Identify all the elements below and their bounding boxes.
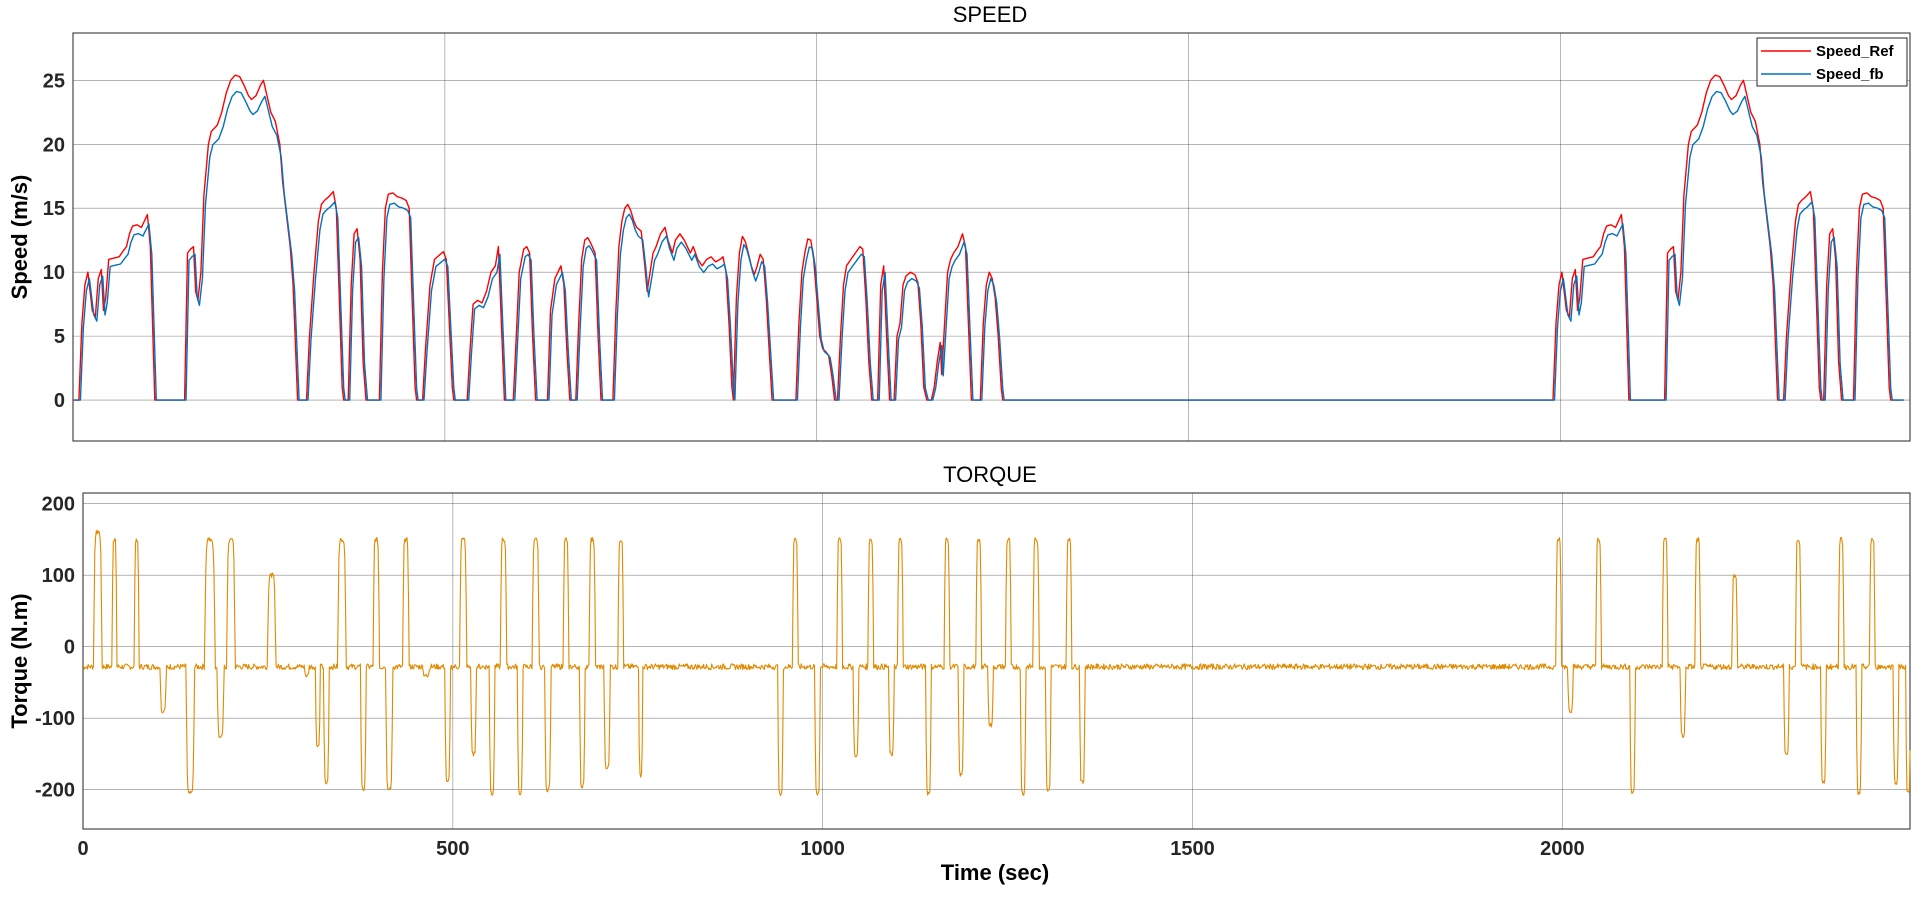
- x-tick-label: 1500: [1170, 838, 1215, 860]
- x-tick-label: 2000: [1540, 838, 1585, 860]
- y-tick-label: 15: [43, 198, 65, 220]
- torque-title: TORQUE: [943, 462, 1037, 487]
- torque-x-label: Time (sec): [941, 860, 1049, 885]
- speed-lines: [73, 74, 1905, 401]
- speed-fb-line: [74, 90, 1905, 401]
- speed-ref-line: [73, 74, 1903, 401]
- torque-lines: [82, 529, 1911, 796]
- torque-plot-area: [82, 492, 1911, 830]
- x-tick-label: 0: [77, 838, 88, 860]
- torque-y-label: Torque (N.m): [7, 593, 32, 728]
- x-tick-label: 500: [436, 838, 469, 860]
- y-tick-label: 0: [64, 637, 75, 659]
- legend-speed-ref-label: Speed_Ref: [1816, 43, 1895, 60]
- speed-axes: SPEED 0 5 10 15 20 25 Speed (m/s) Speed_Ref S…: [7, 2, 1911, 442]
- torque-x-ticks: 0 500 1000 1500 2000: [77, 838, 1584, 860]
- torque-line: [82, 529, 1911, 796]
- y-tick-label: 25: [43, 70, 65, 92]
- speed-y-ticks: 0 5 10 15 20 25: [43, 70, 65, 412]
- speed-title: SPEED: [953, 2, 1028, 27]
- y-tick-label: 200: [42, 494, 75, 516]
- torque-y-ticks: -200 -100 0 100 200: [35, 494, 75, 802]
- speed-legend[interactable]: Speed_Ref Speed_fb: [1756, 37, 1908, 87]
- speed-plot-area: [72, 32, 1911, 442]
- legend-box: [1756, 37, 1908, 87]
- legend-speed-fb-label: Speed_fb: [1816, 66, 1884, 83]
- y-tick-label: 100: [42, 565, 75, 587]
- speed-y-label: Speed (m/s): [7, 175, 32, 300]
- y-tick-label: 10: [43, 262, 65, 284]
- y-tick-label: 0: [54, 390, 65, 412]
- y-tick-label: -200: [35, 780, 75, 802]
- y-tick-label: 5: [54, 326, 65, 348]
- y-tick-label: 20: [43, 134, 65, 156]
- y-tick-label: -100: [35, 708, 75, 730]
- x-tick-label: 1000: [800, 838, 845, 860]
- torque-grid: [82, 493, 1910, 829]
